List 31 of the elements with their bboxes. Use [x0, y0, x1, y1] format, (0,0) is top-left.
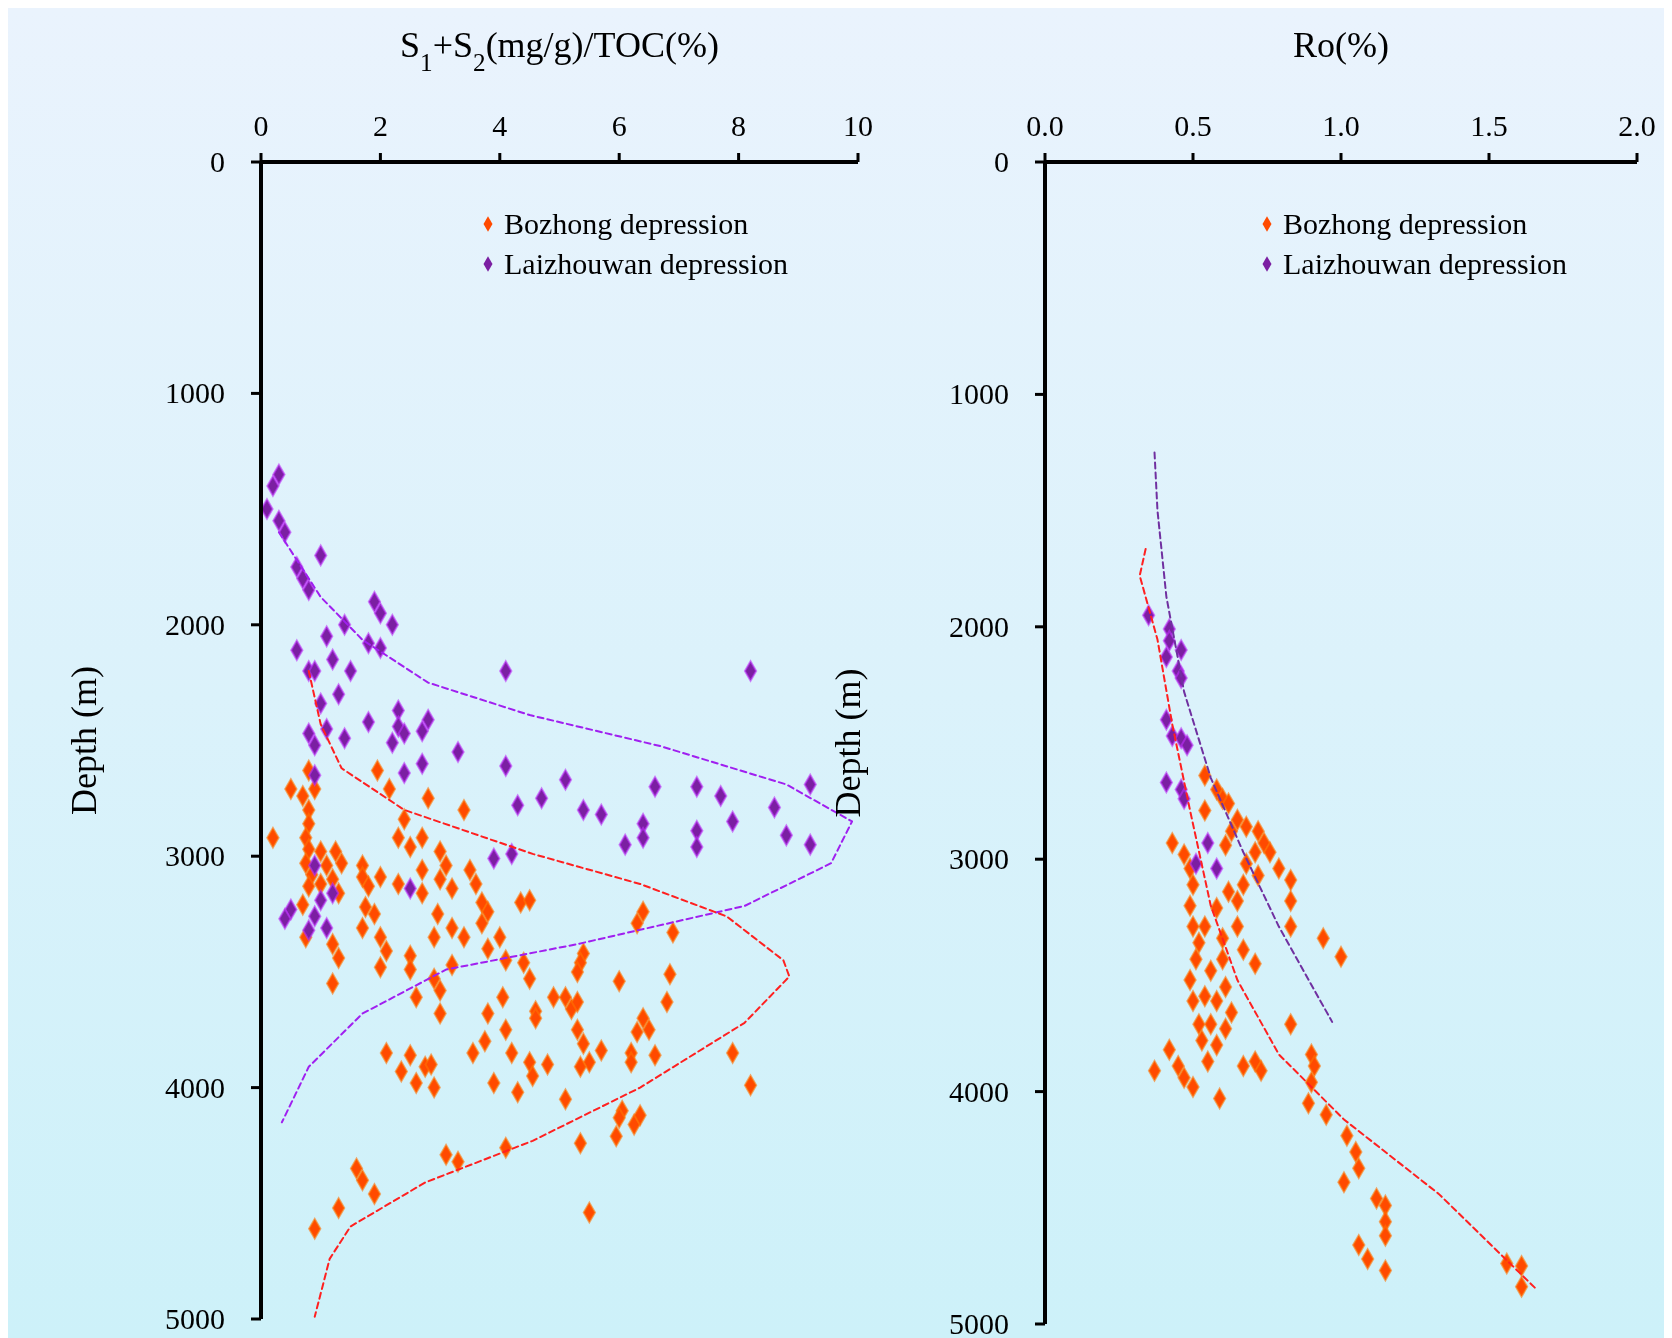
- x-tick-label: 4: [492, 109, 508, 142]
- y-tick-label: 4000: [165, 1070, 225, 1104]
- x-tick-label: 8: [731, 109, 747, 142]
- x-tick-label: 6: [611, 109, 627, 142]
- y-tick-label: 1000: [165, 376, 225, 410]
- y-tick-label: 2000: [165, 607, 225, 641]
- y-tick-label: 0: [994, 145, 1009, 178]
- y-tick-label: 0: [210, 145, 225, 178]
- y-tick-label: 2000: [949, 609, 1009, 643]
- y-axis-title: Depth (m): [828, 668, 868, 818]
- x-axis-title: S$_{1}$+S$_{2}$(mg/g)/TOC(%): [400, 25, 719, 76]
- x-tick-label: 0: [253, 109, 269, 142]
- y-tick-label: 5000: [949, 1307, 1009, 1338]
- y-tick-label: 3000: [949, 842, 1009, 876]
- legend-label: Laizhouwan depression: [1283, 247, 1568, 280]
- x-tick-label: 1.0: [1322, 109, 1360, 142]
- y-axis-title: Depth (m): [64, 666, 104, 815]
- y-tick-label: 5000: [165, 1302, 225, 1335]
- x-tick-label: 10: [843, 109, 873, 142]
- x-axis-title: Ro(%): [1293, 25, 1389, 65]
- x-tick-label: 1.5: [1470, 109, 1508, 142]
- legend-label: Laizhouwan depression: [504, 247, 789, 280]
- y-tick-label: 4000: [949, 1074, 1009, 1108]
- legend-label: Bozhong depression: [504, 207, 749, 240]
- legend-label: Bozhong depression: [1283, 207, 1528, 240]
- x-tick-label: 0.0: [1026, 109, 1064, 142]
- x-tick-label: 2: [372, 109, 388, 142]
- y-tick-label: 1000: [949, 377, 1009, 411]
- x-tick-label: 2.0: [1618, 109, 1656, 142]
- y-tick-label: 3000: [165, 839, 225, 873]
- x-tick-label: 0.5: [1174, 109, 1212, 142]
